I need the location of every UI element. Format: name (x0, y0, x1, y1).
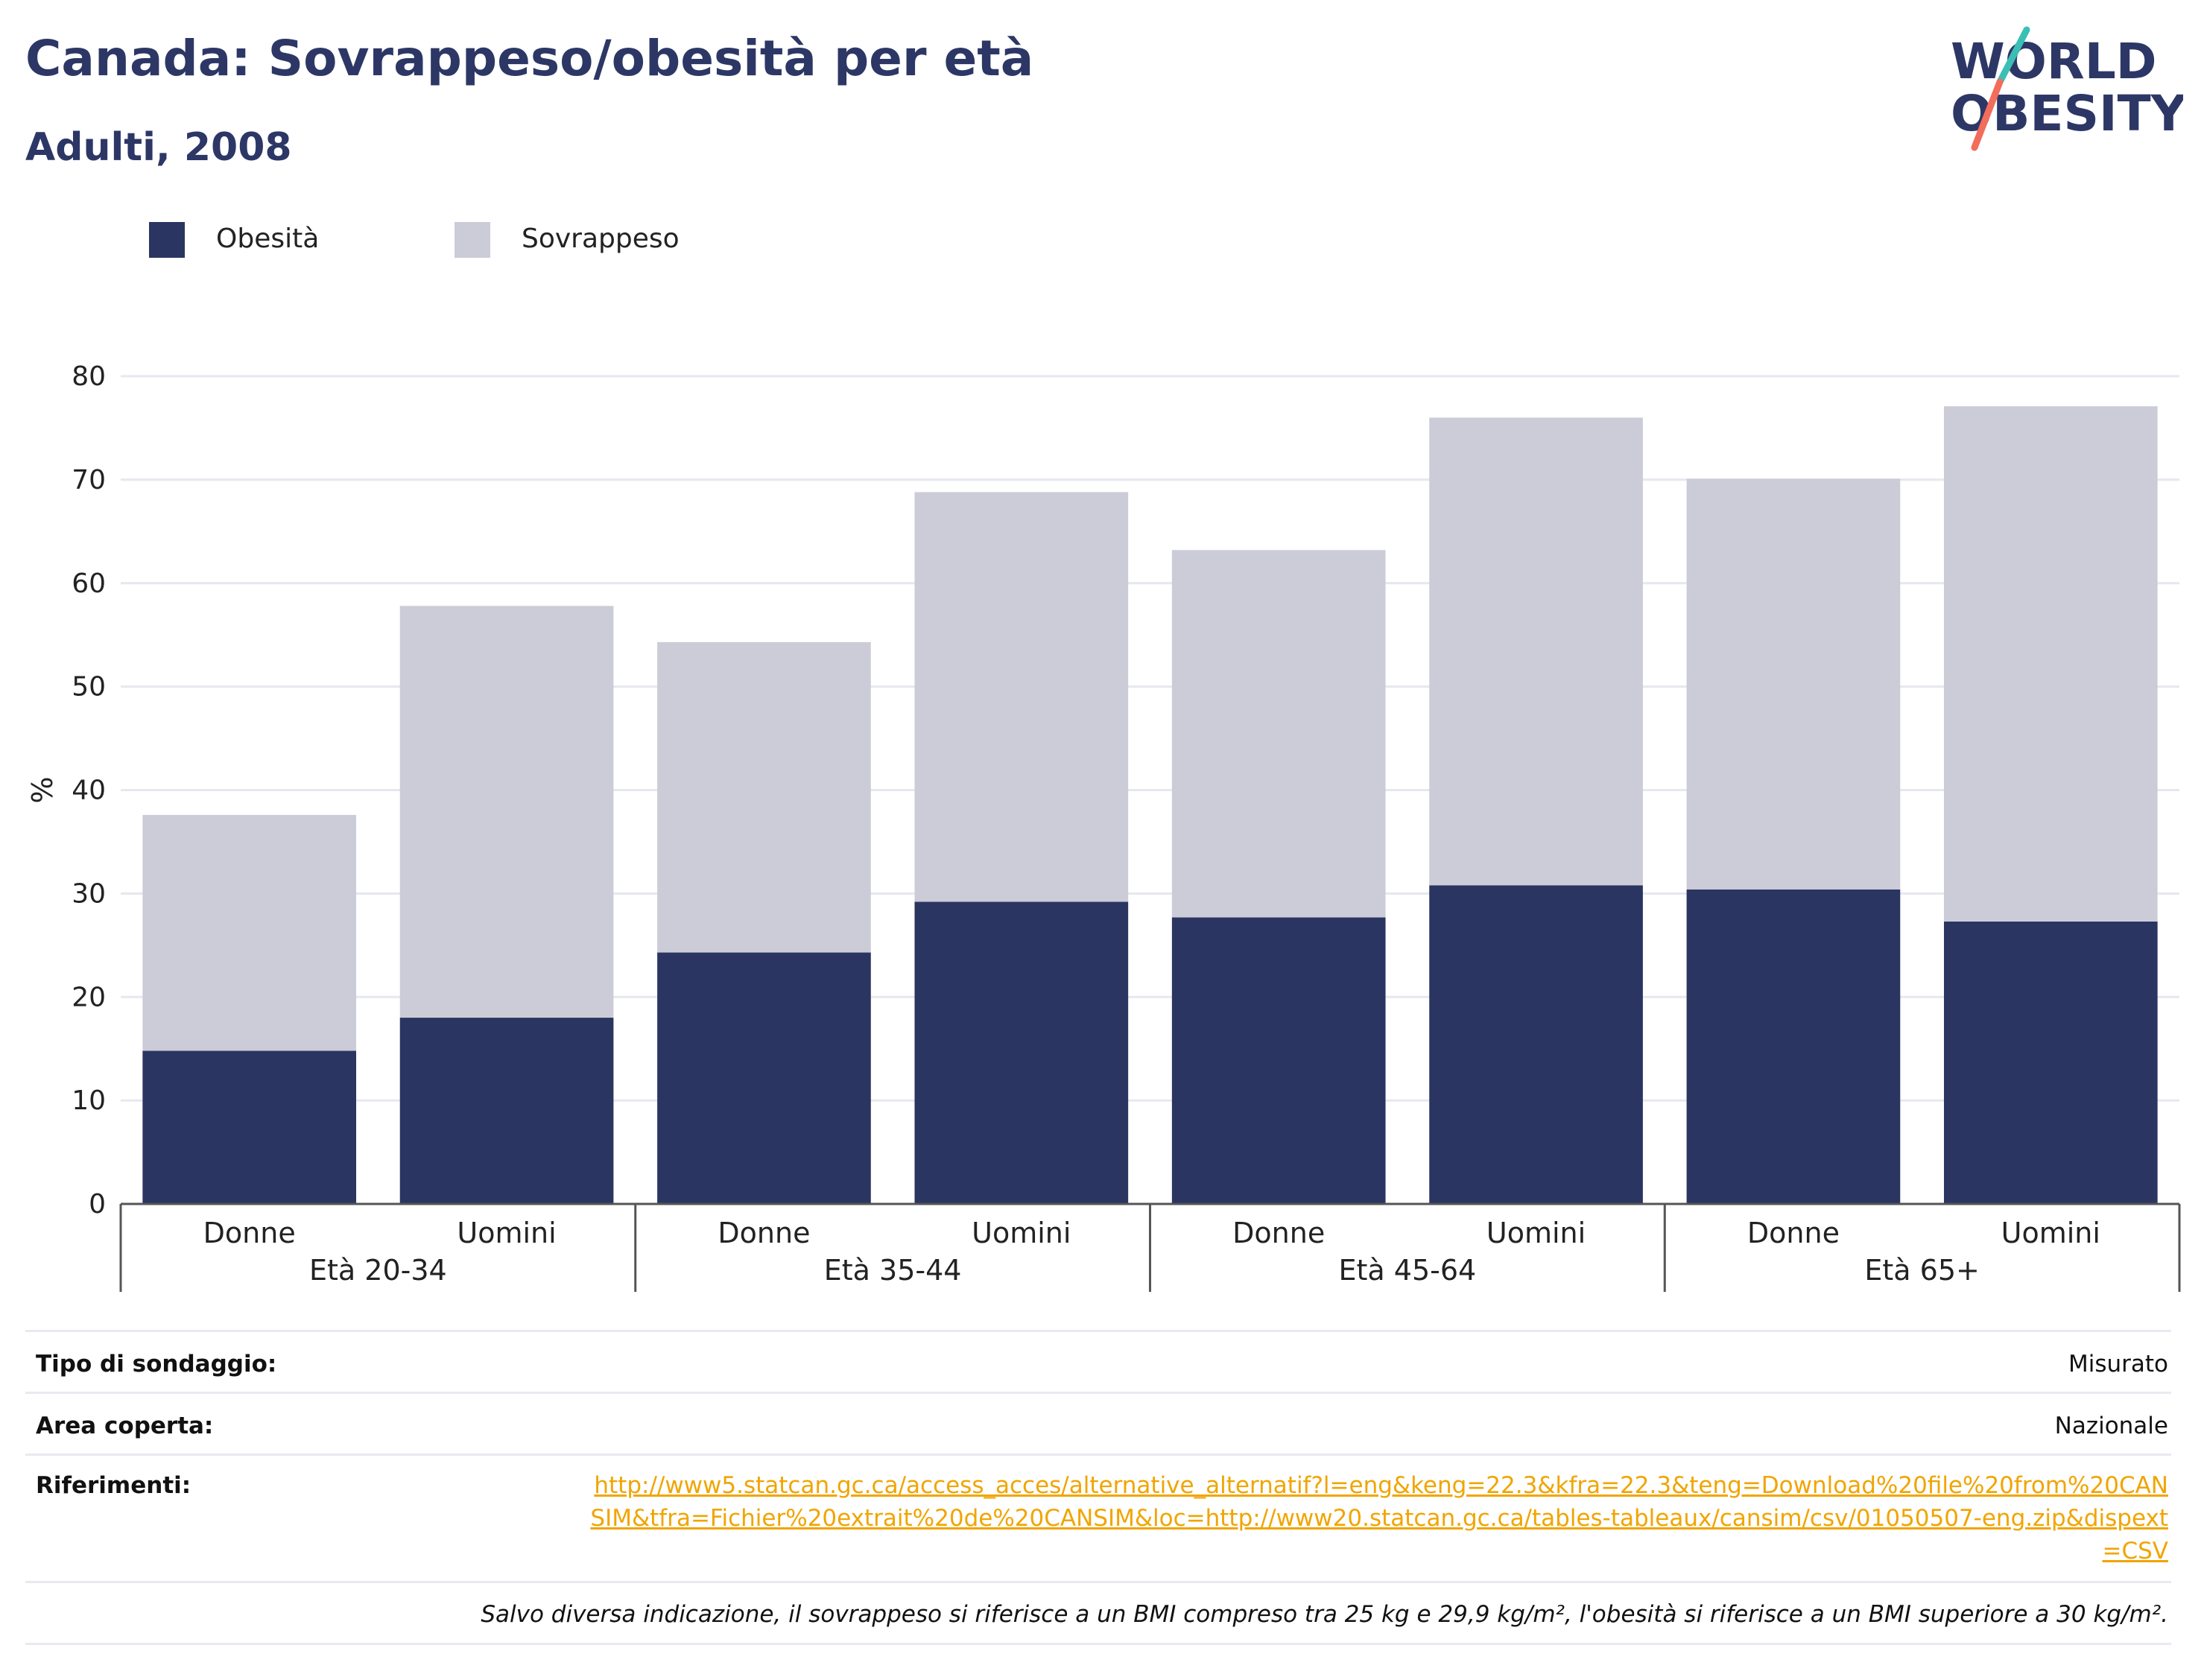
bar-overweight (1943, 406, 2158, 922)
bar-obesity (1686, 889, 1901, 1204)
info-row-area: Area coperta: Nazionale (25, 1392, 2171, 1454)
y-tick-label: 70 (72, 465, 106, 495)
area-label: Area coperta: (36, 1413, 214, 1439)
bar-obesity (1171, 917, 1386, 1204)
bar-obesity (1943, 921, 2158, 1204)
stacked-bar-chart: 0 10 20 30 40 50 60 70 80 Donne Uomini Donne Uomini D… (26, 361, 2181, 1292)
x-category-label: Uomini (457, 1217, 556, 1249)
legend-label-overweight: Sovrappeso (522, 224, 680, 254)
x-category-label: Uomini (972, 1217, 1071, 1249)
x-category-label: Donne (1747, 1217, 1840, 1249)
bars (142, 406, 2158, 1204)
y-tick-label: 60 (72, 568, 106, 599)
x-group-label: Età 35-44 (824, 1254, 962, 1287)
bar-overweight (914, 492, 1129, 902)
chart-title: Canada: Sovrappeso/obesità per età (25, 30, 1034, 87)
legend-swatch-obesity (149, 222, 185, 258)
y-tick-label: 10 (72, 1085, 106, 1116)
info-row-references: Riferimenti: http://www5.statcan.gc.ca/a… (25, 1454, 2171, 1581)
logo-text-world: WORLD (1951, 33, 2157, 90)
x-group-label: Età 20-34 (309, 1254, 447, 1287)
bar-overweight (657, 641, 871, 953)
bar-overweight (1171, 550, 1386, 918)
axes: 0 10 20 30 40 50 60 70 80 Donne Uomini Donne Uomini D… (26, 361, 2181, 1292)
x-category-label: Uomini (2001, 1217, 2100, 1249)
y-tick-label: 20 (72, 982, 106, 1012)
legend-swatch-overweight (455, 222, 490, 258)
bar-overweight (1686, 478, 1901, 890)
x-group-label: Età 45-64 (1339, 1254, 1477, 1287)
bar-obesity (657, 952, 871, 1204)
survey-type-label: Tipo di sondaggio: (36, 1351, 277, 1378)
y-tick-label: 40 (72, 776, 106, 806)
info-row-survey-type: Tipo di sondaggio: Misurato (25, 1330, 2171, 1392)
x-category-label: Donne (203, 1217, 296, 1249)
bar-obesity (399, 1018, 614, 1204)
world-obesity-logo: WORLD OBESITY (1951, 26, 2183, 151)
survey-type-value: Misurato (2068, 1351, 2168, 1378)
x-category-label: Donne (718, 1217, 810, 1249)
y-axis-title: % (26, 776, 59, 803)
y-tick-label: 0 (89, 1189, 106, 1220)
area-value: Nazionale (2054, 1413, 2168, 1439)
bar-obesity (142, 1050, 357, 1204)
chart-subtitle: Adulti, 2008 (25, 125, 292, 170)
y-tick-label: 80 (72, 361, 106, 392)
bar-obesity (914, 901, 1129, 1204)
y-tick-label: 30 (72, 878, 106, 909)
logo-slash-teal (1996, 26, 2030, 86)
info-table: Tipo di sondaggio: Misurato Area coperta… (25, 1330, 2171, 1645)
x-group-label: Età 65+ (1864, 1254, 1979, 1287)
bar-overweight (399, 606, 614, 1018)
info-row-note: Salvo diversa indicazione, il sovrappeso… (25, 1581, 2171, 1645)
bar-obesity (1429, 885, 1643, 1204)
bar-overweight (1429, 417, 1643, 886)
references-label: Riferimenti: (36, 1472, 191, 1499)
legend-label-obesity: Obesità (216, 224, 320, 254)
x-category-label: Uomini (1486, 1217, 1586, 1249)
references-link[interactable]: http://www5.statcan.gc.ca/access_acces/a… (590, 1472, 2168, 1565)
logo-slash-coral (1971, 78, 2004, 151)
y-tick-label: 50 (72, 672, 106, 703)
definition-note: Salvo diversa indicazione, il sovrappeso… (481, 1601, 2168, 1628)
bar-overweight (142, 814, 357, 1051)
x-category-label: Donne (1232, 1217, 1325, 1249)
